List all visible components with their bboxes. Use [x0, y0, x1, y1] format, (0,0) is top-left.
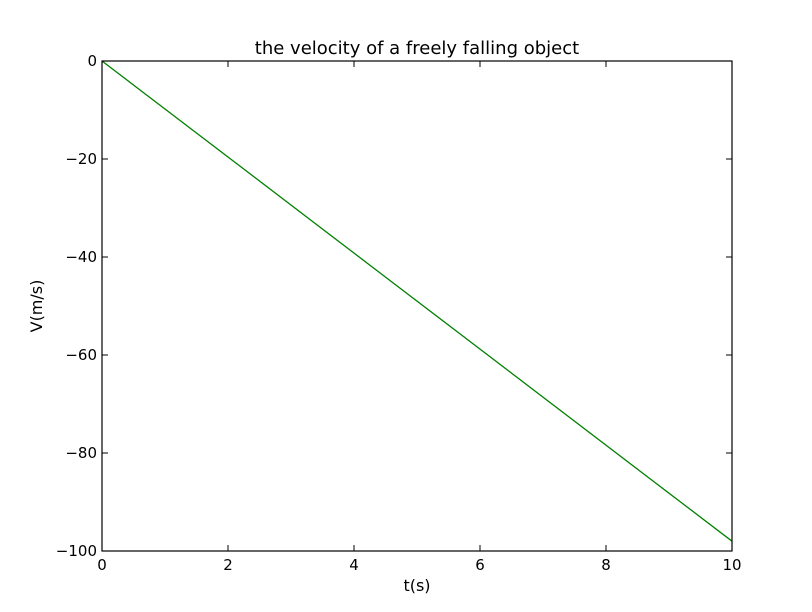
y-tick-label: 0 — [87, 52, 97, 70]
series-line — [101, 60, 733, 542]
plot-area — [102, 61, 732, 551]
x-tick-label: 8 — [601, 556, 611, 574]
y-tick-label: −40 — [65, 248, 97, 266]
plot-frame — [101, 60, 733, 552]
x-tick-label: 2 — [223, 556, 233, 574]
x-axis-label: t(s) — [403, 576, 430, 595]
y-axis-label: V(m/s) — [27, 280, 46, 333]
tick-layer: 0 2 4 6 8 10 0 −20 −40 −60 −80 −100 — [56, 52, 742, 574]
series-layer — [101, 60, 733, 542]
x-tick-label: 4 — [349, 556, 359, 574]
x-tick-label: 10 — [722, 556, 741, 574]
x-tick-label: 0 — [97, 556, 107, 574]
y-tick-label: −80 — [65, 444, 97, 462]
x-tick-label: 6 — [475, 556, 485, 574]
chart-title: the velocity of a freely falling object — [255, 38, 579, 59]
y-tick-label: −60 — [65, 346, 97, 364]
y-tick-label: −100 — [56, 542, 97, 560]
y-tick-label: −20 — [65, 150, 97, 168]
